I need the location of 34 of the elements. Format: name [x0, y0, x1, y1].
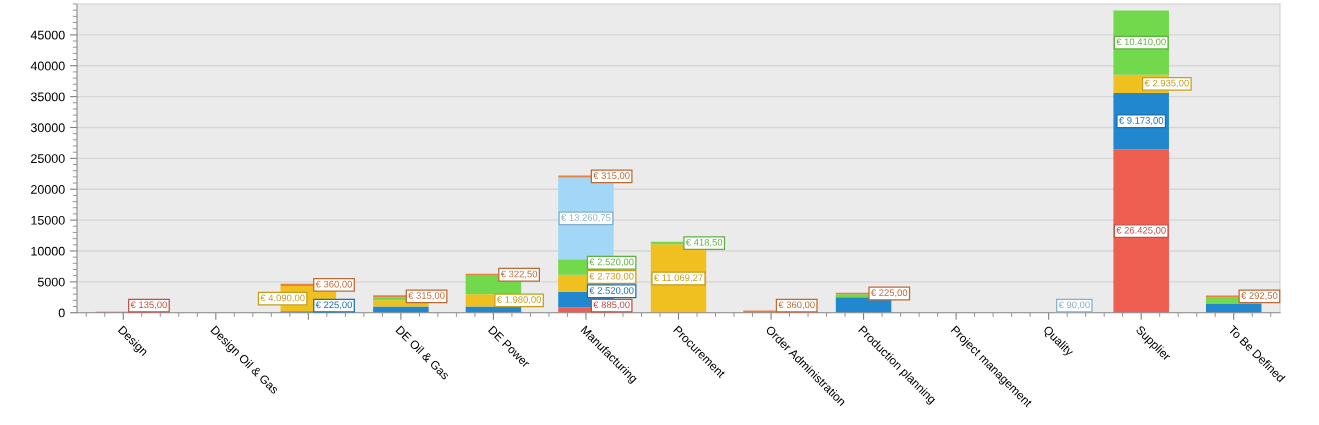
data-label: € 9.173,00 [1118, 117, 1164, 125]
y-tick-label: 40000 [30, 61, 65, 71]
data-label: € 2.730,00 [589, 272, 634, 281]
data-label: € 885,00 [593, 301, 630, 310]
data-label: € 2.520,00 [589, 258, 634, 267]
data-label: € 225,00 [315, 301, 353, 310]
data-label: € 315,00 [593, 172, 630, 181]
y-tick-label: 25000 [31, 154, 65, 163]
data-label: € 360,00 [778, 301, 815, 310]
data-label: € 418,50 [685, 238, 723, 247]
data-label: € 360,00 [315, 280, 353, 289]
data-label: € 2.520,00 [589, 287, 634, 295]
y-tick-label: 15000 [31, 215, 65, 225]
y-tick-label: 5000 [37, 277, 65, 287]
data-label: € 4.090,00 [260, 294, 305, 303]
data-label: € 11.069,27 [653, 274, 703, 283]
data-label: € 10.410,00 [1116, 38, 1166, 47]
y-tick-label: 0 [58, 308, 65, 318]
y-tick-label: 20000 [31, 185, 65, 194]
y-tick-label: 35000 [30, 92, 65, 102]
data-label: € 2.935,00 [1144, 79, 1189, 88]
data-label: € 225,00 [870, 289, 908, 298]
y-tick-label: 10000 [31, 246, 65, 256]
y-tick-label: 30000 [30, 123, 65, 133]
data-label: € 292,50 [1241, 292, 1278, 301]
data-label: € 315,00 [408, 292, 445, 300]
data-label: € 13.260,75 [561, 214, 611, 222]
data-label: € 26.425,00 [1116, 226, 1166, 235]
x-tick-label: DE Oil & Gas [395, 325, 451, 380]
data-label: € 90,00 [1058, 301, 1090, 310]
data-label: € 1.980,00 [496, 296, 542, 305]
y-tick-label: 45000 [30, 30, 65, 40]
data-label: € 135,00 [130, 301, 167, 310]
data-label: € 322,50 [500, 270, 538, 279]
